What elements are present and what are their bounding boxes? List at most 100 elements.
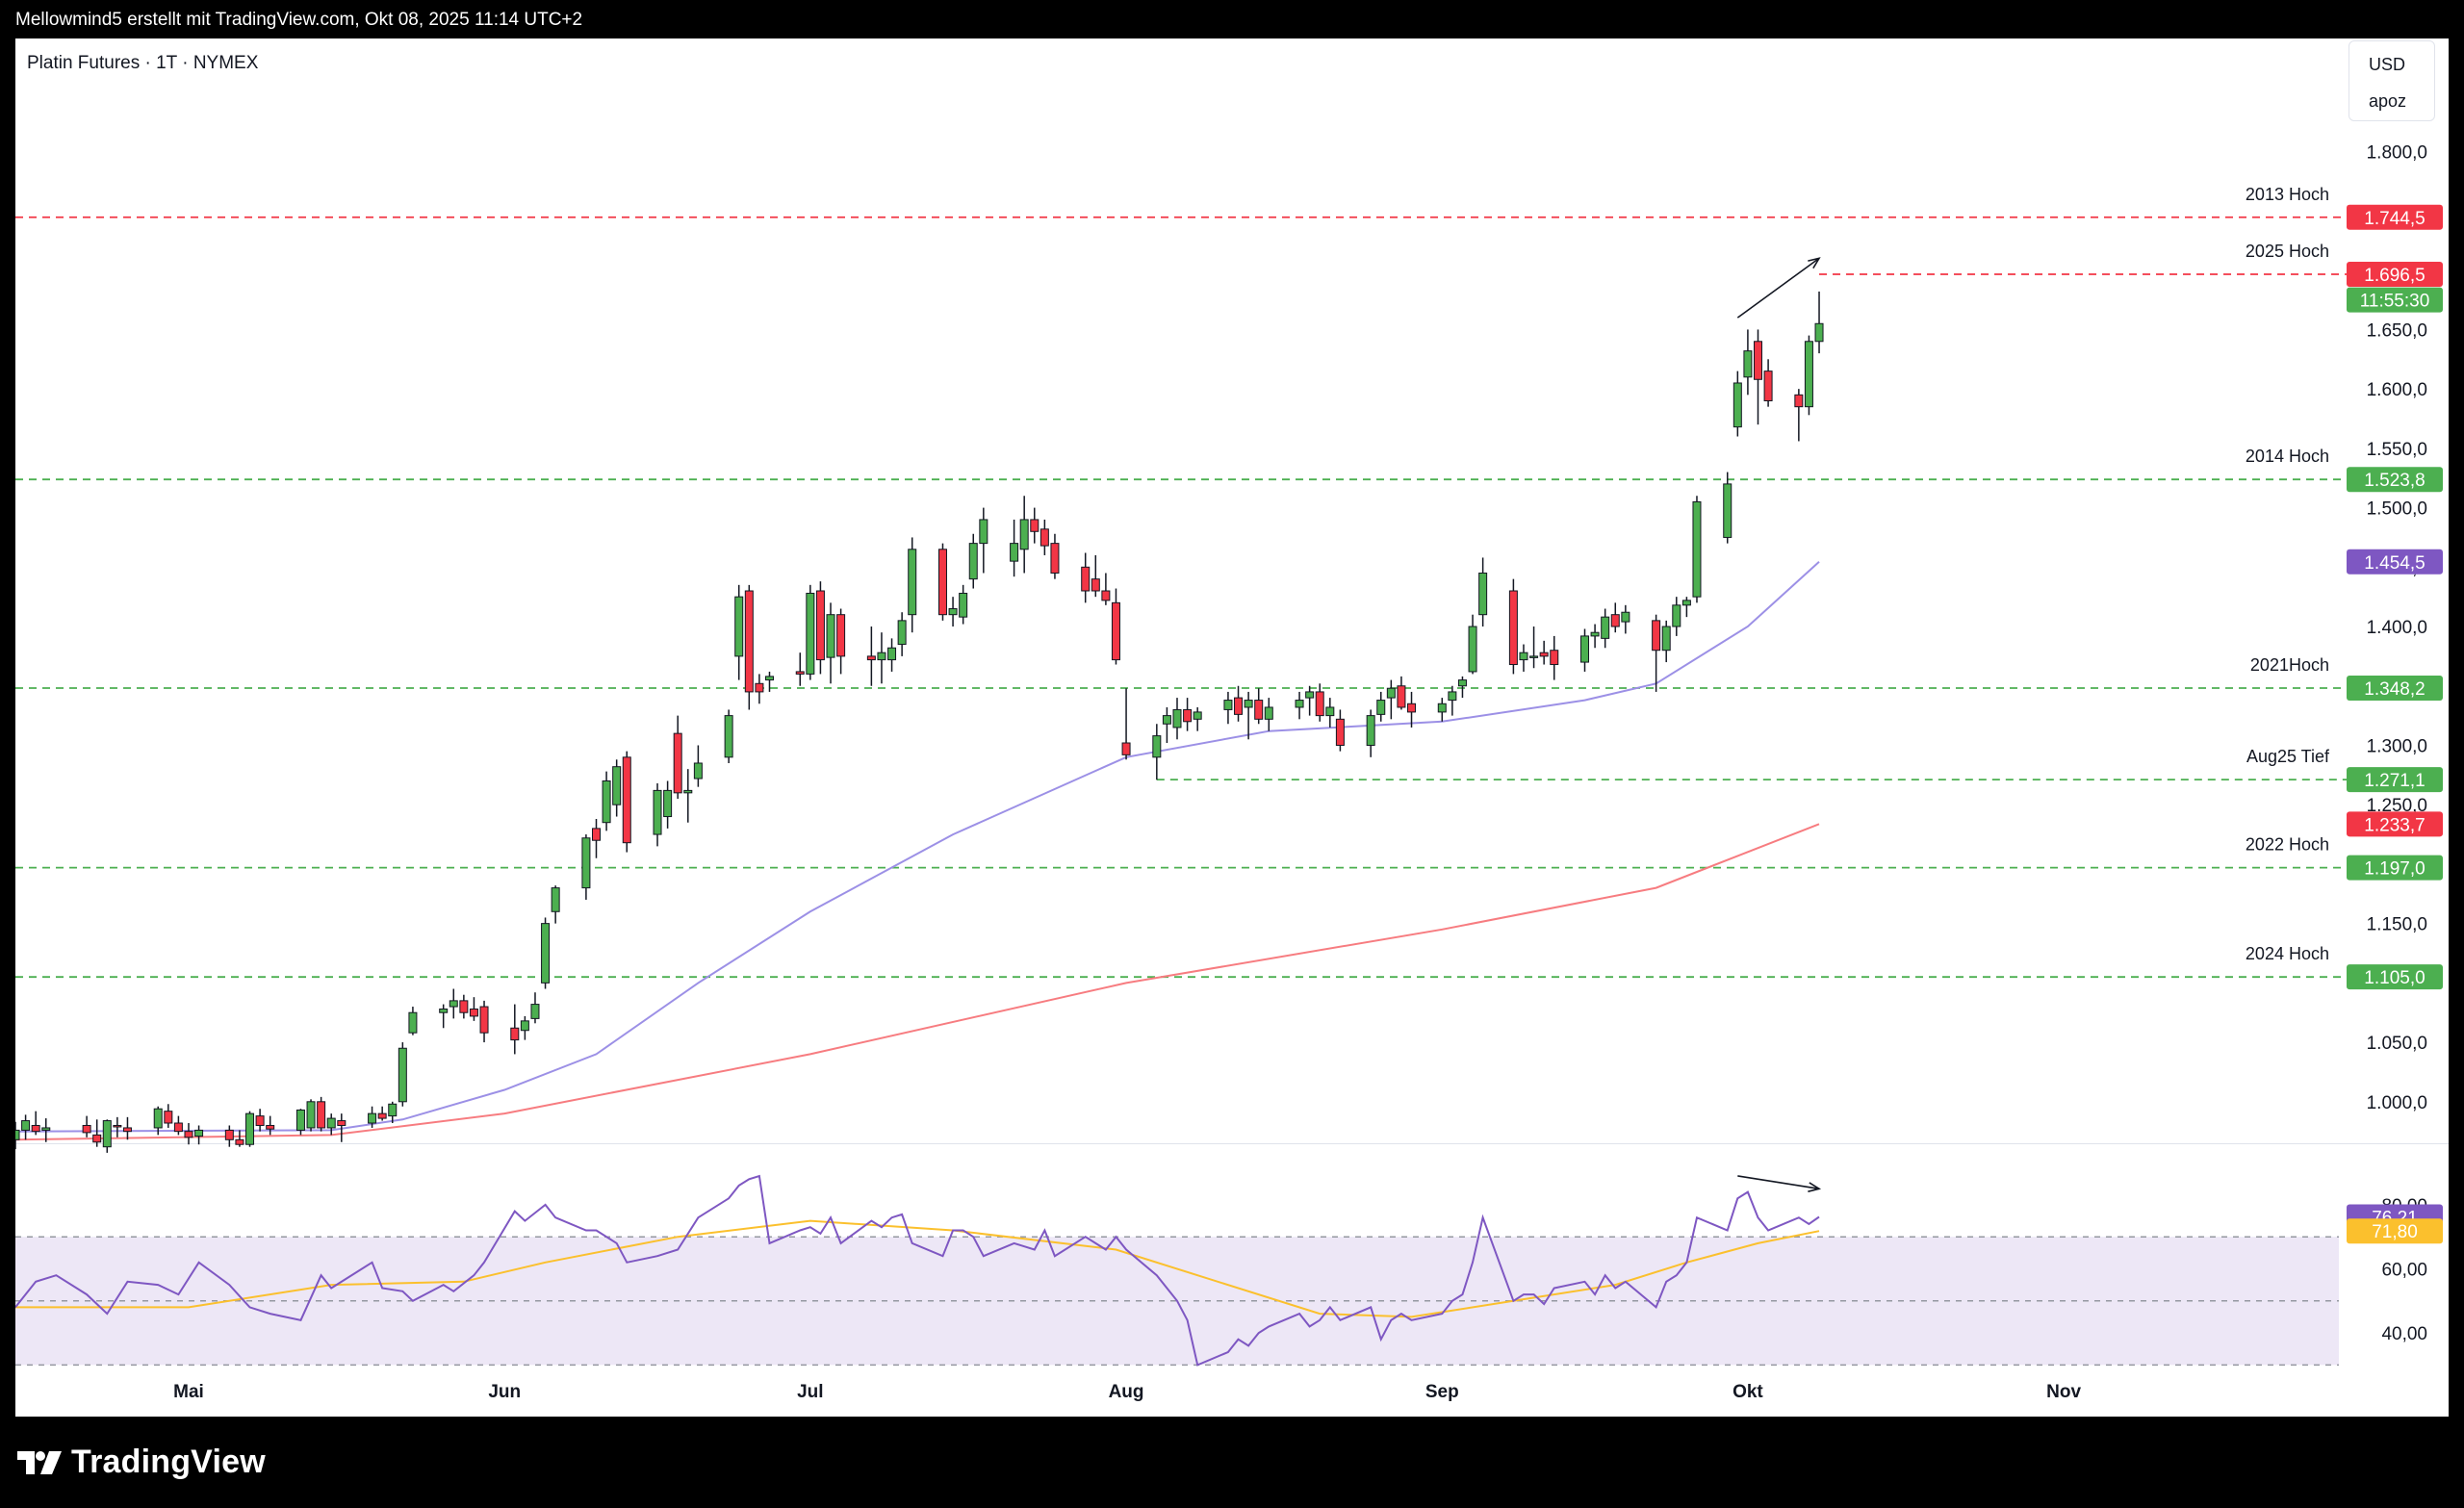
price-badge: 11:55:30	[2360, 292, 2430, 312]
candle-up	[41, 1127, 51, 1131]
level-label: 2024 Hoch	[2246, 944, 2329, 963]
candle-up	[306, 1101, 316, 1129]
level-label: 2014 Hoch	[2246, 447, 2329, 466]
price-tick-label: 1.300,0	[2367, 736, 2427, 756]
symbol-label[interactable]: Platin Futures · 1T · NYMEX	[27, 53, 259, 73]
rsi-ma-line	[15, 1219, 1820, 1318]
candle-down	[1550, 650, 1559, 666]
candle-up	[653, 789, 662, 835]
level-label: 2022 Hoch	[2246, 835, 2329, 855]
rsi-tick-label: 40,00	[2381, 1324, 2427, 1344]
candle-up	[908, 549, 917, 616]
candle-down	[266, 1124, 275, 1130]
candle-up	[887, 647, 897, 661]
price-tick-label: 1.600,0	[2367, 380, 2427, 400]
candle-up	[1325, 706, 1335, 717]
price-tick-label: 1.250,0	[2367, 796, 2427, 816]
candle-up	[897, 620, 907, 646]
candle-up	[1732, 382, 1742, 428]
candle-up	[1193, 711, 1202, 720]
candle-up	[153, 1108, 163, 1129]
candle-down	[1040, 528, 1049, 547]
candle-up	[663, 789, 673, 818]
candle-up	[1478, 572, 1488, 616]
price-tick-label: 1.050,0	[2367, 1034, 2427, 1054]
candle-down	[1539, 652, 1549, 657]
candle-down	[510, 1027, 520, 1041]
date-tick-label: Jun	[488, 1382, 521, 1402]
candle-down	[224, 1129, 234, 1140]
candle-up	[1366, 715, 1375, 746]
currency-selector[interactable]: USD apoz	[2348, 40, 2435, 121]
candle-down	[164, 1111, 173, 1124]
candle-up	[1244, 700, 1253, 708]
brand-name: TradingView	[71, 1444, 266, 1480]
chart-panel[interactable]: 2013 Hoch 2025 Hoch 2014 Hoch 2021Hoch Aug25…	[15, 38, 2449, 1417]
candle-up	[693, 762, 703, 780]
price-badge: 1.454,5	[2364, 553, 2425, 574]
candle-up	[877, 652, 886, 661]
price-badge-bg	[2347, 287, 2443, 313]
date-tick-label: Sep	[1425, 1382, 1459, 1402]
date-tick-label: Nov	[2046, 1382, 2081, 1402]
candle-up	[368, 1112, 377, 1124]
candle-down	[377, 1112, 387, 1119]
candle-down	[1610, 614, 1620, 627]
candle-down	[592, 828, 601, 841]
candle-up	[551, 887, 560, 912]
candle-up	[398, 1047, 407, 1103]
date-tick-label: Aug	[1109, 1382, 1144, 1402]
candle-up	[1601, 616, 1610, 639]
price-badge-bg	[2347, 811, 2443, 837]
scale-mode-label[interactable]: apoz	[2369, 91, 2407, 111]
candle-up	[1010, 543, 1019, 562]
candle-up	[1448, 691, 1457, 702]
candle-down	[173, 1122, 183, 1133]
level-badge: 1.348,2	[2364, 679, 2425, 700]
level-label: 2021Hoch	[2250, 655, 2329, 675]
candle-up	[602, 780, 611, 824]
candle-up	[1295, 700, 1304, 708]
candle-down	[31, 1124, 40, 1133]
candle-down	[235, 1138, 244, 1145]
level-label: 2025 Hoch	[2246, 242, 2329, 261]
level-badge: 1.523,8	[2364, 471, 2425, 491]
candle-up	[764, 676, 774, 681]
candle-down	[1508, 590, 1518, 666]
candle-up	[530, 1004, 540, 1019]
candle-up	[1519, 652, 1528, 661]
candle-down	[673, 732, 682, 794]
level-badge: 1.271,1	[2364, 771, 2425, 791]
chart-canvas[interactable]: 2013 Hoch 2025 Hoch 2014 Hoch 2021Hoch Aug25…	[15, 38, 2449, 1417]
rsi-badge-bg	[2347, 1218, 2443, 1244]
level-badge: 1.696,5	[2364, 266, 2425, 286]
candle-down	[317, 1101, 326, 1129]
candle-up	[612, 766, 622, 805]
price-tick-label: 1.550,0	[2367, 440, 2427, 460]
tradingview-logo[interactable]: TradingView	[17, 1444, 266, 1481]
candle-up	[1468, 626, 1477, 673]
candle-up	[1457, 679, 1467, 687]
level-badge-bg	[2347, 204, 2443, 230]
candle-up	[948, 608, 958, 616]
candle-up	[1437, 703, 1447, 713]
level-label: Aug25 Tief	[2246, 747, 2330, 766]
level-badge-bg	[2347, 855, 2443, 881]
price-tick-label: 1.500,0	[2367, 499, 2427, 520]
candle-down	[1763, 371, 1773, 401]
level-badge: 1.744,5	[2364, 209, 2425, 229]
price-tick-label: 1.650,0	[2367, 320, 2427, 341]
candle-down	[744, 590, 754, 693]
candle-up	[21, 1120, 31, 1131]
currency-label[interactable]: USD	[2369, 55, 2406, 74]
candle-up	[1804, 341, 1813, 408]
candle-up	[245, 1112, 255, 1145]
candle-down	[1335, 718, 1345, 746]
candle-down	[1397, 685, 1406, 708]
candle-down	[937, 549, 947, 616]
candle-up	[734, 596, 744, 657]
candle-up	[1672, 604, 1681, 627]
level-badge-bg	[2347, 262, 2443, 288]
candle-down	[1183, 708, 1193, 723]
candle-down	[1234, 697, 1244, 715]
